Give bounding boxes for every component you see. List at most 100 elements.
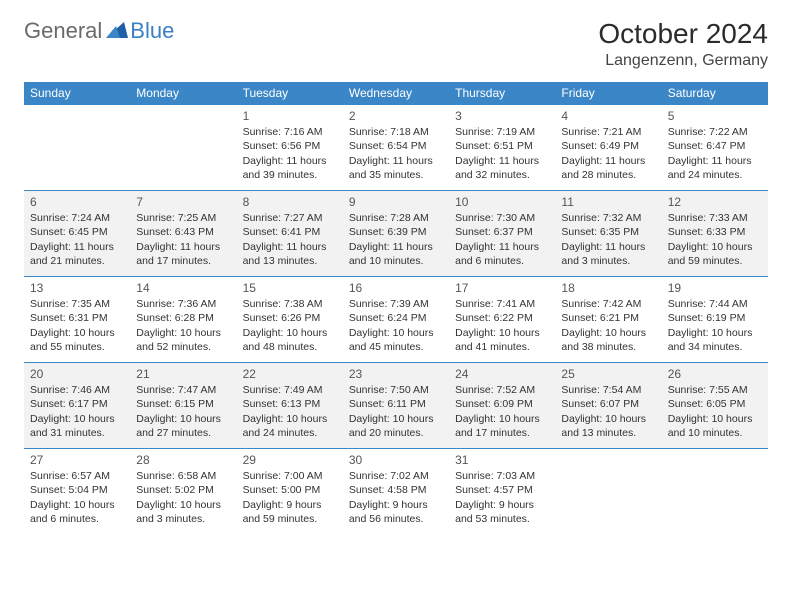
calendar-cell <box>130 105 236 191</box>
daylight-text: Daylight: 11 hours <box>349 154 443 168</box>
day-header: Wednesday <box>343 82 449 105</box>
sunset-text: Sunset: 6:49 PM <box>561 139 655 153</box>
sunrise-text: Sunrise: 7:30 AM <box>455 211 549 225</box>
sunset-text: Sunset: 6:56 PM <box>243 139 337 153</box>
sunset-text: Sunset: 6:07 PM <box>561 397 655 411</box>
sunrise-text: Sunrise: 7:25 AM <box>136 211 230 225</box>
daylight-text: Daylight: 10 hours <box>136 326 230 340</box>
daylight-text: Daylight: 10 hours <box>349 412 443 426</box>
day-header: Tuesday <box>237 82 343 105</box>
sunset-text: Sunset: 6:45 PM <box>30 225 124 239</box>
title-block: October 2024 Langenzenn, Germany <box>598 18 768 70</box>
calendar-cell: 26Sunrise: 7:55 AMSunset: 6:05 PMDayligh… <box>662 363 768 449</box>
day-number: 23 <box>349 366 443 382</box>
daylight-text: Daylight: 11 hours <box>243 240 337 254</box>
calendar-cell <box>662 449 768 535</box>
day-number: 12 <box>668 194 762 210</box>
day-header: Friday <box>555 82 661 105</box>
calendar-cell: 23Sunrise: 7:50 AMSunset: 6:11 PMDayligh… <box>343 363 449 449</box>
calendar-cell: 22Sunrise: 7:49 AMSunset: 6:13 PMDayligh… <box>237 363 343 449</box>
day-number: 11 <box>561 194 655 210</box>
logo-text-general: General <box>24 18 102 44</box>
day-header: Thursday <box>449 82 555 105</box>
daylight-text: and 10 minutes. <box>668 426 762 440</box>
calendar-cell <box>24 105 130 191</box>
daylight-text: and 13 minutes. <box>243 254 337 268</box>
calendar-cell: 28Sunrise: 6:58 AMSunset: 5:02 PMDayligh… <box>130 449 236 535</box>
sunrise-text: Sunrise: 7:16 AM <box>243 125 337 139</box>
sunrise-text: Sunrise: 7:32 AM <box>561 211 655 225</box>
sunset-text: Sunset: 5:04 PM <box>30 483 124 497</box>
daylight-text: Daylight: 10 hours <box>243 326 337 340</box>
calendar-cell: 2Sunrise: 7:18 AMSunset: 6:54 PMDaylight… <box>343 105 449 191</box>
sunrise-text: Sunrise: 7:35 AM <box>30 297 124 311</box>
sunrise-text: Sunrise: 7:19 AM <box>455 125 549 139</box>
daylight-text: and 3 minutes. <box>136 512 230 526</box>
daylight-text: Daylight: 10 hours <box>349 326 443 340</box>
sunset-text: Sunset: 6:26 PM <box>243 311 337 325</box>
daylight-text: Daylight: 11 hours <box>243 154 337 168</box>
day-number: 13 <box>30 280 124 296</box>
day-number: 17 <box>455 280 549 296</box>
calendar-cell: 6Sunrise: 7:24 AMSunset: 6:45 PMDaylight… <box>24 191 130 277</box>
calendar-cell: 20Sunrise: 7:46 AMSunset: 6:17 PMDayligh… <box>24 363 130 449</box>
daylight-text: and 20 minutes. <box>349 426 443 440</box>
sunrise-text: Sunrise: 7:39 AM <box>349 297 443 311</box>
calendar-cell: 25Sunrise: 7:54 AMSunset: 6:07 PMDayligh… <box>555 363 661 449</box>
daylight-text: Daylight: 9 hours <box>349 498 443 512</box>
day-number: 14 <box>136 280 230 296</box>
day-number: 22 <box>243 366 337 382</box>
day-number: 8 <box>243 194 337 210</box>
sunset-text: Sunset: 6:22 PM <box>455 311 549 325</box>
day-number: 29 <box>243 452 337 468</box>
daylight-text: Daylight: 11 hours <box>668 154 762 168</box>
daylight-text: Daylight: 10 hours <box>30 412 124 426</box>
daylight-text: and 56 minutes. <box>349 512 443 526</box>
daylight-text: and 38 minutes. <box>561 340 655 354</box>
sunset-text: Sunset: 6:41 PM <box>243 225 337 239</box>
sunrise-text: Sunrise: 7:28 AM <box>349 211 443 225</box>
day-number: 1 <box>243 108 337 124</box>
daylight-text: Daylight: 11 hours <box>455 240 549 254</box>
daylight-text: Daylight: 10 hours <box>136 412 230 426</box>
daylight-text: and 31 minutes. <box>30 426 124 440</box>
daylight-text: Daylight: 11 hours <box>136 240 230 254</box>
sunset-text: Sunset: 6:17 PM <box>30 397 124 411</box>
sunset-text: Sunset: 6:11 PM <box>349 397 443 411</box>
sunset-text: Sunset: 6:37 PM <box>455 225 549 239</box>
daylight-text: Daylight: 10 hours <box>30 326 124 340</box>
logo: General Blue <box>24 18 174 44</box>
daylight-text: Daylight: 10 hours <box>668 240 762 254</box>
day-number: 9 <box>349 194 443 210</box>
sunset-text: Sunset: 6:31 PM <box>30 311 124 325</box>
calendar-cell: 14Sunrise: 7:36 AMSunset: 6:28 PMDayligh… <box>130 277 236 363</box>
sunrise-text: Sunrise: 7:41 AM <box>455 297 549 311</box>
sunrise-text: Sunrise: 7:00 AM <box>243 469 337 483</box>
sunrise-text: Sunrise: 7:33 AM <box>668 211 762 225</box>
sunrise-text: Sunrise: 7:50 AM <box>349 383 443 397</box>
daylight-text: and 17 minutes. <box>136 254 230 268</box>
daylight-text: Daylight: 10 hours <box>136 498 230 512</box>
calendar-cell: 21Sunrise: 7:47 AMSunset: 6:15 PMDayligh… <box>130 363 236 449</box>
day-number: 24 <box>455 366 549 382</box>
sunset-text: Sunset: 6:13 PM <box>243 397 337 411</box>
sunset-text: Sunset: 6:47 PM <box>668 139 762 153</box>
sunset-text: Sunset: 5:00 PM <box>243 483 337 497</box>
calendar-cell: 5Sunrise: 7:22 AMSunset: 6:47 PMDaylight… <box>662 105 768 191</box>
daylight-text: and 10 minutes. <box>349 254 443 268</box>
daylight-text: and 59 minutes. <box>243 512 337 526</box>
sunset-text: Sunset: 6:51 PM <box>455 139 549 153</box>
daylight-text: Daylight: 11 hours <box>349 240 443 254</box>
logo-text-blue: Blue <box>130 18 174 44</box>
calendar-cell: 30Sunrise: 7:02 AMSunset: 4:58 PMDayligh… <box>343 449 449 535</box>
sunrise-text: Sunrise: 7:02 AM <box>349 469 443 483</box>
header: General Blue October 2024 Langenzenn, Ge… <box>24 18 768 70</box>
day-number: 16 <box>349 280 443 296</box>
daylight-text: and 13 minutes. <box>561 426 655 440</box>
daylight-text: and 55 minutes. <box>30 340 124 354</box>
sunrise-text: Sunrise: 7:52 AM <box>455 383 549 397</box>
day-number: 19 <box>668 280 762 296</box>
daylight-text: and 45 minutes. <box>349 340 443 354</box>
sunset-text: Sunset: 6:19 PM <box>668 311 762 325</box>
location: Langenzenn, Germany <box>598 52 768 70</box>
